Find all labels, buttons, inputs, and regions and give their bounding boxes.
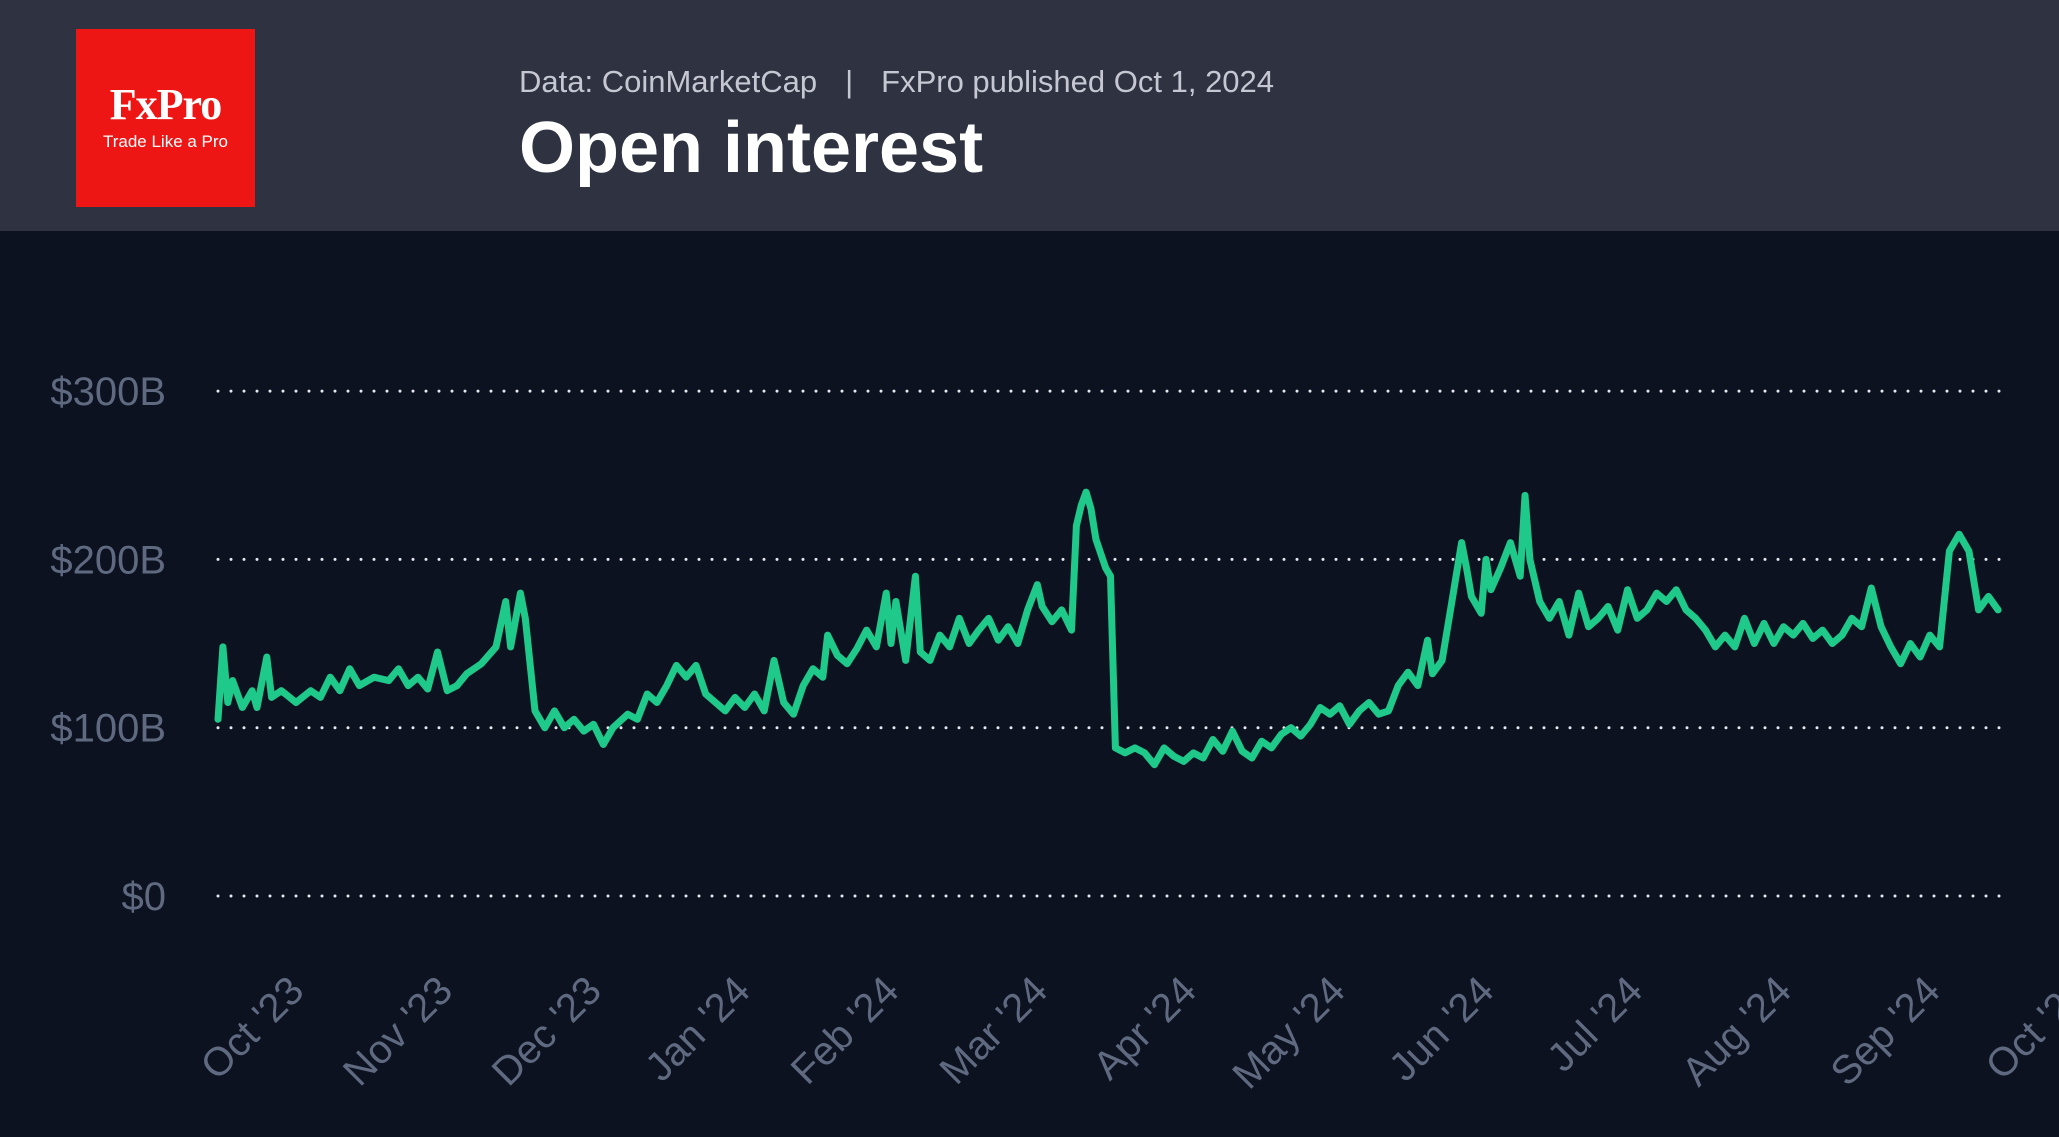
y-tick-label: $300B — [50, 370, 166, 414]
x-tick-label: Nov '23 — [335, 968, 461, 1094]
series-layer — [214, 488, 2002, 769]
separator: | — [845, 64, 854, 99]
x-tick-label: Jul '24 — [1539, 968, 1651, 1080]
x-tick-label: Jan '24 — [637, 968, 758, 1089]
y-tick-label: $100B — [50, 707, 166, 751]
fxpro-logo: FxPro Trade Like a Pro — [76, 29, 255, 207]
gridlines — [216, 389, 2005, 898]
x-tick-label: Aug '24 — [1674, 968, 1800, 1094]
logo-wordmark: FxPro — [109, 80, 223, 129]
x-tick-label: Oct '23 — [193, 968, 313, 1088]
x-tick-label: Feb '24 — [783, 968, 908, 1093]
publisher-info: FxPro published Oct 1, 2024 — [881, 64, 1275, 99]
open-interest-line — [214, 488, 2002, 769]
x-tick-label: Dec '23 — [484, 968, 610, 1094]
x-tick-label: Jun '24 — [1381, 968, 1502, 1089]
source-line: Data: CoinMarketCap | FxPro published Oct … — [519, 64, 1274, 100]
x-tick-label: May '24 — [1224, 968, 1353, 1097]
x-tick-label: Oct '24 — [1978, 968, 2059, 1088]
chart-header: FxPro Trade Like a Pro Data: CoinMarketC… — [0, 0, 2059, 231]
y-tick-label: $0 — [122, 875, 167, 919]
line-chart: $0$100B$200B$300B Oct '23 Nov '23 Dec '23 J… — [50, 370, 2059, 1097]
x-tick-label: Mar '24 — [932, 968, 1057, 1093]
data-source: Data: CoinMarketCap — [519, 64, 818, 99]
chart-title: Open interest — [519, 108, 984, 188]
x-tick-label: Apr '24 — [1085, 968, 1205, 1088]
y-tick-label: $200B — [50, 538, 166, 582]
logo-tagline: Trade Like a Pro — [102, 132, 229, 151]
x-axis-ticks: Oct '23 Nov '23 Dec '23 Jan '24 Feb '24 Mar '… — [193, 968, 2059, 1097]
x-tick-label: Sep '24 — [1822, 968, 1948, 1094]
y-axis-ticks: $0 $100B $200B $300B — [50, 370, 166, 919]
